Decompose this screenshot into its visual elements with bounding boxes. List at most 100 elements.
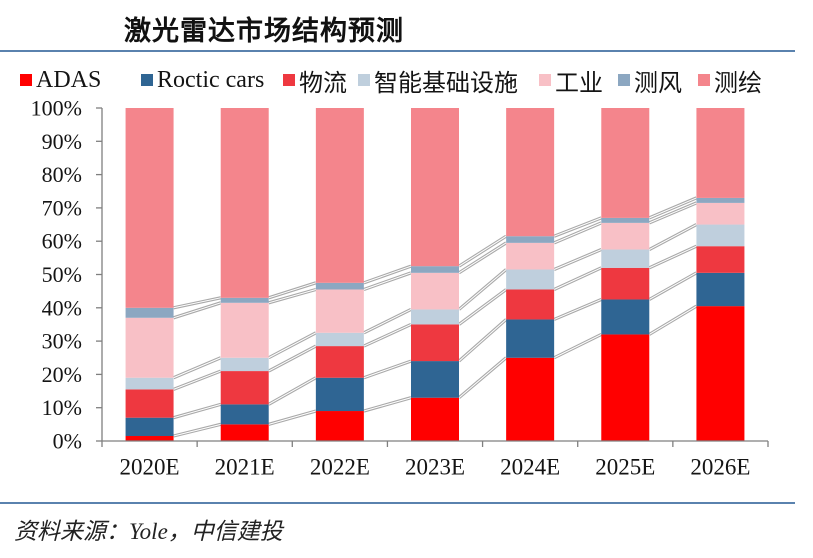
bar-2022e-logistics	[315, 346, 364, 378]
legend-label: 测风	[634, 70, 682, 97]
series-line-industrial	[648, 201, 698, 225]
source-divider	[0, 502, 795, 504]
bar-2025e-smart-infrastructure	[601, 249, 650, 268]
legend-swatch	[618, 74, 630, 86]
legend-label: Roctic cars	[157, 66, 265, 93]
series-line-wind-measurement	[268, 281, 317, 300]
x-tick-label: 2025E	[595, 455, 655, 480]
x-tick-label: 2022E	[310, 455, 370, 480]
bar-2025e-surveying	[601, 108, 650, 218]
series-line-logistics	[363, 322, 412, 348]
series-line-roctic-cars	[363, 359, 412, 380]
bars	[125, 108, 745, 441]
bar-2023e-surveying	[411, 108, 459, 267]
bar-2023e-adas	[411, 397, 459, 441]
y-tick-label: 70%	[42, 195, 82, 220]
series-line-logistics	[458, 288, 508, 326]
bar-2020e-wind-measurement	[125, 307, 174, 318]
bar-2021e-smart-infrastructure	[220, 357, 269, 372]
legend: ADAS Roctic cars 物流 智能基础设施 工业 测风 测绘	[0, 64, 800, 97]
series-line-industrial	[458, 241, 508, 275]
source-note: 资料来源：Yole，中信建投	[14, 519, 283, 544]
series-line-adas	[268, 409, 317, 426]
bar-2021e-adas	[220, 424, 269, 441]
series-line-adas	[173, 422, 222, 438]
bar-2021e-wind-measurement	[220, 297, 269, 303]
x-tick-label: 2023E	[405, 455, 465, 480]
series-line-roctic-cars	[648, 271, 698, 301]
legend-item-logistics: 物流	[283, 64, 347, 97]
bar-2026e-smart-infrastructure	[696, 224, 745, 247]
bar-2021e-logistics	[220, 371, 269, 405]
series-line-roctic-cars	[173, 402, 222, 420]
bar-2021e-industrial	[220, 302, 269, 358]
bar-2020e-industrial	[125, 317, 174, 378]
x-tick-label: 2026E	[690, 455, 750, 480]
legend-item-roctic-cars: Roctic cars	[141, 64, 264, 96]
legend-label: 测绘	[714, 70, 762, 97]
x-tick-label: 2024E	[500, 455, 560, 480]
bar-2024e-smart-infrastructure	[506, 269, 555, 290]
bar-2024e-industrial	[506, 242, 555, 270]
bar-2026e-surveying	[696, 108, 745, 198]
bar-2023e-industrial	[411, 272, 459, 310]
series-line-industrial	[268, 287, 317, 305]
y-tick-label: 90%	[42, 129, 82, 154]
legend-swatch	[141, 74, 153, 86]
series-line-logistics	[172, 369, 222, 391]
series-line-industrial	[363, 271, 412, 291]
legend-item-industrial: 工业	[539, 64, 603, 97]
y-tick-label: 80%	[42, 162, 82, 187]
y-tick-label: 10%	[42, 395, 82, 420]
bar-2022e-smart-infrastructure	[315, 332, 364, 347]
series-line-roctic-cars	[457, 318, 508, 363]
bar-2022e-wind-measurement	[315, 282, 364, 290]
bar-2023e-logistics	[411, 324, 459, 362]
series-line-wind-measurement	[553, 216, 602, 238]
y-tick-label: 30%	[42, 329, 82, 354]
legend-swatch	[283, 74, 295, 86]
series-line-industrial	[553, 221, 602, 245]
y-tick-label: 40%	[42, 295, 82, 320]
series-line-smart-infrastructure	[363, 308, 412, 335]
legend-label: 物流	[299, 70, 347, 97]
series-line-adas	[457, 356, 508, 399]
series-line-smart-infrastructure	[267, 331, 317, 360]
y-tick-label: 60%	[42, 229, 82, 254]
bar-2022e-adas	[315, 411, 364, 441]
series-line-smart-infrastructure	[172, 356, 222, 380]
bar-2022e-industrial	[315, 289, 364, 333]
series-line-roctic-cars	[553, 298, 602, 321]
y-axis: 0% 10% 20% 30% 40% 50% 60% 70% 80% 90% 100%	[31, 96, 103, 454]
legend-label: 智能基础设施	[374, 70, 518, 97]
series-line-industrial	[173, 301, 222, 320]
legend-item-surveying: 测绘	[698, 64, 762, 97]
series-line-adas	[553, 333, 602, 360]
y-tick-label: 20%	[42, 362, 82, 387]
bar-2024e-wind-measurement	[506, 236, 555, 243]
bar-2025e-wind-measurement	[601, 217, 650, 223]
series-line-logistics	[648, 244, 698, 270]
bar-2022e-roctic-cars	[315, 377, 364, 412]
legend-swatch	[539, 74, 551, 86]
bar-2022e-surveying	[315, 108, 364, 283]
bar-2026e-logistics	[696, 246, 745, 273]
y-tick-label: 100%	[31, 96, 82, 121]
chart-title: 激光雷达市场结构预测	[124, 16, 404, 47]
legend-label: ADAS	[36, 66, 102, 93]
series-line-wind-measurement	[363, 264, 412, 285]
legend-swatch	[358, 74, 370, 86]
bar-2023e-smart-infrastructure	[411, 309, 459, 325]
bar-2025e-logistics	[601, 267, 650, 300]
series-line-adas	[648, 304, 698, 336]
y-tick-label: 0%	[53, 429, 82, 454]
legend-item-wind-measurement: 测风	[618, 64, 682, 97]
y-tick-label: 50%	[42, 262, 82, 287]
bar-2020e-roctic-cars	[125, 417, 174, 437]
legend-label: 工业	[555, 70, 603, 97]
bar-2020e-adas	[125, 436, 174, 441]
title-divider	[0, 50, 795, 52]
bar-2024e-roctic-cars	[506, 319, 555, 358]
bar-2025e-adas	[601, 334, 650, 441]
